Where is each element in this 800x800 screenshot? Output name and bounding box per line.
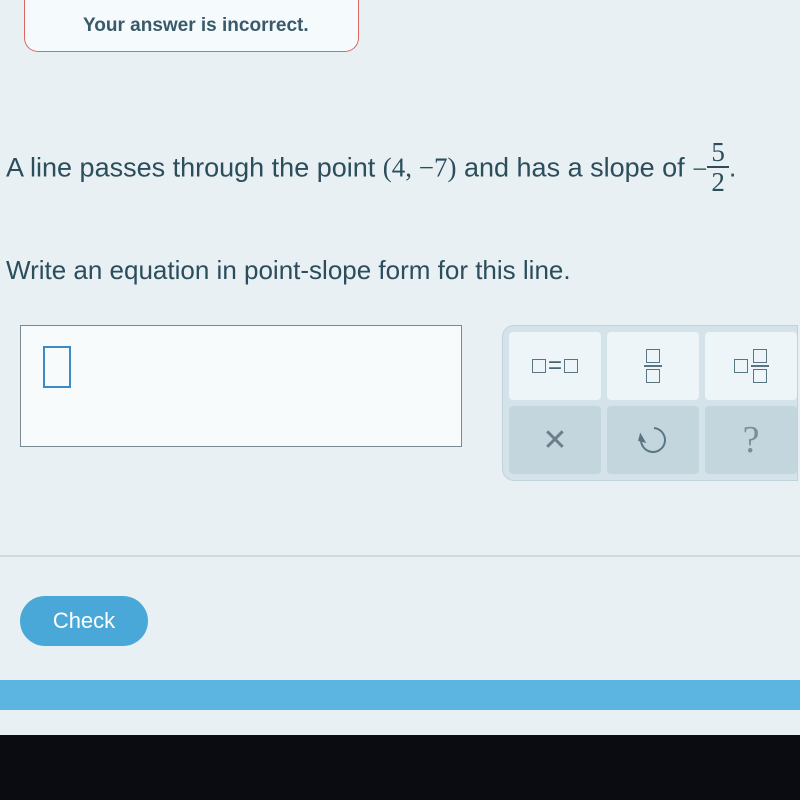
- problem-prefix: A line passes through the point: [6, 152, 383, 182]
- check-label: Check: [53, 608, 115, 634]
- slope-numerator: 5: [707, 138, 729, 168]
- mixed-fraction-icon: [734, 349, 769, 383]
- problem-point: (4, −7): [383, 152, 457, 182]
- answer-input-area[interactable]: [20, 325, 462, 447]
- problem-mid: and has a slope of: [456, 152, 692, 182]
- fraction-icon: [644, 349, 662, 383]
- placeholder-icon: [564, 359, 578, 373]
- slope-denominator: 2: [707, 168, 729, 196]
- question-icon: ?: [743, 418, 760, 462]
- feedback-banner: Your answer is incorrect.: [24, 0, 359, 52]
- answer-cursor[interactable]: [43, 346, 71, 388]
- slope-fraction: 52: [707, 138, 729, 197]
- math-keypad: = ✕ ?: [502, 325, 798, 481]
- x-icon: ✕: [542, 423, 567, 458]
- undo-icon: [635, 422, 672, 459]
- placeholder-icon: [532, 359, 546, 373]
- check-button[interactable]: Check: [20, 596, 148, 646]
- instruction-text: Write an equation in point-slope form fo…: [0, 255, 800, 286]
- key-clear[interactable]: ✕: [509, 406, 601, 474]
- slope-sign: −: [692, 154, 707, 184]
- key-mixed-fraction[interactable]: [705, 332, 797, 400]
- key-fraction[interactable]: [607, 332, 699, 400]
- section-divider: [0, 555, 800, 557]
- key-undo[interactable]: [607, 406, 699, 474]
- screen-bezel: [0, 735, 800, 800]
- problem-suffix: .: [729, 152, 737, 182]
- problem-statement: A line passes through the point (4, −7) …: [0, 140, 800, 199]
- feedback-text: Your answer is incorrect.: [83, 15, 309, 37]
- key-equation[interactable]: =: [509, 332, 601, 400]
- footer-bar: [0, 680, 800, 710]
- equals-label: =: [548, 352, 562, 380]
- key-help[interactable]: ?: [705, 406, 797, 474]
